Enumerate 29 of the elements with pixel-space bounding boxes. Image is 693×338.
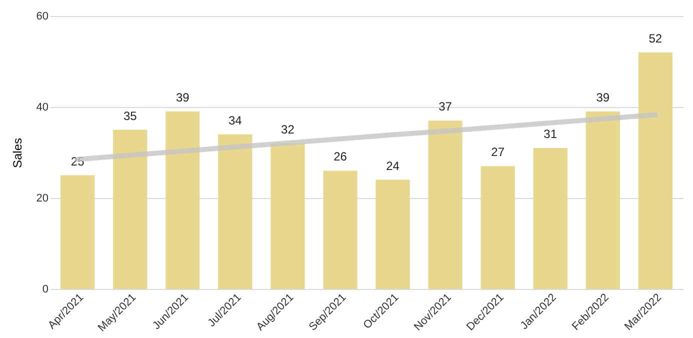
data-label: 37 [438,100,452,114]
data-label: 26 [334,150,348,164]
data-label: 31 [544,126,558,141]
data-label: 34 [228,113,242,128]
data-label: 39 [596,90,610,105]
bar [586,112,620,289]
y-tick-label: 20 [36,192,48,204]
y-tick-label: 0 [42,284,48,296]
data-label: 35 [123,108,138,123]
data-label: 27 [491,145,505,160]
bar [60,175,95,289]
bar [218,134,252,289]
data-label: 24 [386,158,400,173]
bar [270,143,305,289]
y-axis-title: Sales [10,138,24,168]
bar [638,52,672,289]
bar [376,180,410,289]
bar [428,120,462,289]
y-tick-label: 40 [36,102,48,114]
data-label: 52 [648,31,662,46]
bar [533,148,568,289]
bar [166,112,200,289]
data-label: 32 [281,122,295,136]
data-label: 39 [176,90,190,105]
bar [113,130,148,289]
bar [480,166,515,289]
bar [323,170,358,289]
y-tick-label: 60 [36,10,48,22]
data-label: 25 [70,154,85,168]
